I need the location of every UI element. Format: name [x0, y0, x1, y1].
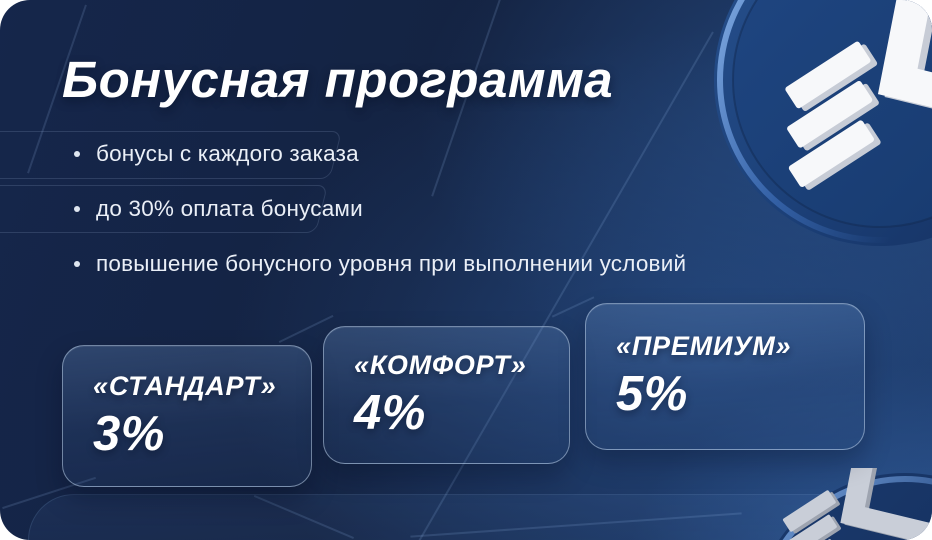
tier-card-comfort: «КОМФОРТ» 4%: [323, 326, 570, 464]
tier-value: 3%: [93, 406, 165, 461]
coin-rim-highlight: [717, 0, 932, 243]
bullet-text: до 30% оплата бонусами: [96, 196, 363, 221]
tier-name: «ПРЕМИУМ»: [616, 331, 792, 361]
bullet-dot-icon: [74, 206, 80, 212]
bullet-dot-icon: [74, 151, 80, 157]
tier-card-premium: «ПРЕМИУМ» 5%: [585, 303, 865, 450]
tier-card-standard: «СТАНДАРТ» 3%: [62, 345, 312, 487]
coin-disc: [779, 473, 932, 540]
bottom-panel-shape: [28, 494, 932, 540]
bullet-text: бонусы с каждого заказа: [96, 141, 359, 166]
bullet-text: повышение бонусного уровня при выполнени…: [96, 251, 687, 276]
k-monogram-icon-silver: [782, 468, 932, 540]
background-seam-line: [410, 512, 742, 538]
bullet-dot-icon: [74, 261, 80, 267]
brand-coin-top: [714, 0, 932, 246]
background-seam-line: [253, 494, 355, 539]
tier-name: «КОМФОРТ»: [354, 349, 527, 380]
coin-face: [732, 0, 932, 228]
tier-value: 5%: [616, 367, 688, 421]
list-item: повышение бонусного уровня при выполнени…: [74, 250, 686, 278]
k-monogram-icon: [785, 0, 932, 190]
coin-disc: [714, 0, 932, 246]
list-item: бонусы с каждого заказа: [74, 140, 686, 168]
benefits-list: бонусы с каждого заказа до 30% оплата бо…: [74, 140, 686, 305]
tier-value: 4%: [354, 385, 426, 440]
list-item: до 30% оплата бонусами: [74, 195, 686, 223]
page-title: Бонусная программа: [62, 51, 614, 108]
coin-rim-highlight: [782, 476, 932, 540]
tier-name: «СТАНДАРТ»: [93, 370, 277, 401]
brand-coin-bottom: [779, 468, 932, 540]
